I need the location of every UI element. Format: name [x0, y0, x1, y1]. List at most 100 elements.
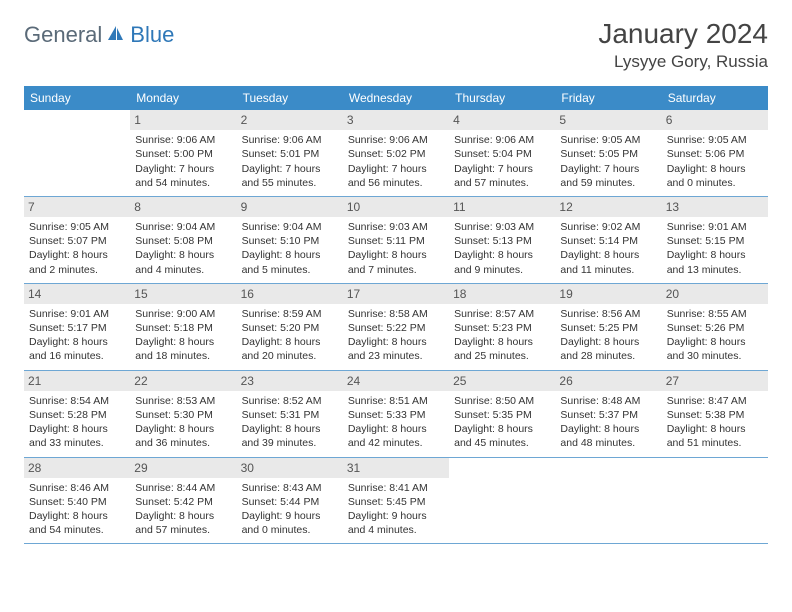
col-saturday: Saturday: [662, 86, 768, 110]
calendar-cell: 28Sunrise: 8:46 AMSunset: 5:40 PMDayligh…: [24, 457, 130, 544]
daylight-line: Daylight: 8 hours: [667, 422, 763, 436]
daylight-line: Daylight: 8 hours: [667, 162, 763, 176]
sunrise-line: Sunrise: 9:00 AM: [135, 307, 231, 321]
calendar-cell: [449, 457, 555, 544]
calendar-cell: 19Sunrise: 8:56 AMSunset: 5:25 PMDayligh…: [555, 283, 661, 370]
calendar-cell: 15Sunrise: 9:00 AMSunset: 5:18 PMDayligh…: [130, 283, 236, 370]
day-number: 29: [130, 458, 236, 478]
day-number: 5: [555, 110, 661, 130]
calendar-week: 14Sunrise: 9:01 AMSunset: 5:17 PMDayligh…: [24, 283, 768, 370]
calendar-cell: 5Sunrise: 9:05 AMSunset: 5:05 PMDaylight…: [555, 110, 661, 196]
sunrise-line: Sunrise: 8:41 AM: [348, 481, 444, 495]
sunset-line: Sunset: 5:13 PM: [454, 234, 550, 248]
daylight-line: and 28 minutes.: [560, 349, 656, 363]
calendar-cell: [662, 457, 768, 544]
day-number: 9: [237, 197, 343, 217]
daylight-line: and 57 minutes.: [135, 523, 231, 537]
day-number: 3: [343, 110, 449, 130]
daylight-line: and 59 minutes.: [560, 176, 656, 190]
sunset-line: Sunset: 5:10 PM: [242, 234, 338, 248]
calendar-cell: 21Sunrise: 8:54 AMSunset: 5:28 PMDayligh…: [24, 370, 130, 457]
daylight-line: Daylight: 8 hours: [135, 248, 231, 262]
sunset-line: Sunset: 5:30 PM: [135, 408, 231, 422]
brand-logo: General Blue: [24, 22, 174, 48]
daylight-line: and 54 minutes.: [29, 523, 125, 537]
brand-text-general: General: [24, 22, 102, 48]
day-number: 15: [130, 284, 236, 304]
daylight-line: and 0 minutes.: [667, 176, 763, 190]
day-number: 19: [555, 284, 661, 304]
calendar-cell: 9Sunrise: 9:04 AMSunset: 5:10 PMDaylight…: [237, 196, 343, 283]
calendar-cell: 30Sunrise: 8:43 AMSunset: 5:44 PMDayligh…: [237, 457, 343, 544]
col-monday: Monday: [130, 86, 236, 110]
calendar-cell: 16Sunrise: 8:59 AMSunset: 5:20 PMDayligh…: [237, 283, 343, 370]
daylight-line: Daylight: 8 hours: [348, 335, 444, 349]
daylight-line: and 33 minutes.: [29, 436, 125, 450]
daylight-line: and 42 minutes.: [348, 436, 444, 450]
daylight-line: Daylight: 8 hours: [560, 335, 656, 349]
sunrise-line: Sunrise: 8:58 AM: [348, 307, 444, 321]
calendar-cell: 8Sunrise: 9:04 AMSunset: 5:08 PMDaylight…: [130, 196, 236, 283]
sunset-line: Sunset: 5:02 PM: [348, 147, 444, 161]
sunrise-line: Sunrise: 9:06 AM: [242, 133, 338, 147]
day-number: 6: [662, 110, 768, 130]
sunrise-line: Sunrise: 9:03 AM: [454, 220, 550, 234]
calendar-cell: 13Sunrise: 9:01 AMSunset: 5:15 PMDayligh…: [662, 196, 768, 283]
calendar-cell: 31Sunrise: 8:41 AMSunset: 5:45 PMDayligh…: [343, 457, 449, 544]
sunrise-line: Sunrise: 8:57 AM: [454, 307, 550, 321]
day-number: 12: [555, 197, 661, 217]
day-number: 26: [555, 371, 661, 391]
calendar-table: Sunday Monday Tuesday Wednesday Thursday…: [24, 86, 768, 544]
sunset-line: Sunset: 5:00 PM: [135, 147, 231, 161]
daylight-line: and 2 minutes.: [29, 263, 125, 277]
daylight-line: and 48 minutes.: [560, 436, 656, 450]
day-number: 27: [662, 371, 768, 391]
sunrise-line: Sunrise: 8:43 AM: [242, 481, 338, 495]
daylight-line: Daylight: 8 hours: [135, 509, 231, 523]
calendar-week: 7Sunrise: 9:05 AMSunset: 5:07 PMDaylight…: [24, 196, 768, 283]
sunrise-line: Sunrise: 8:51 AM: [348, 394, 444, 408]
daylight-line: and 51 minutes.: [667, 436, 763, 450]
sunrise-line: Sunrise: 9:06 AM: [135, 133, 231, 147]
daylight-line: Daylight: 7 hours: [454, 162, 550, 176]
daylight-line: and 36 minutes.: [135, 436, 231, 450]
calendar-head: Sunday Monday Tuesday Wednesday Thursday…: [24, 86, 768, 110]
sunrise-line: Sunrise: 8:59 AM: [242, 307, 338, 321]
sunrise-line: Sunrise: 9:06 AM: [348, 133, 444, 147]
sunrise-line: Sunrise: 8:48 AM: [560, 394, 656, 408]
daylight-line: and 5 minutes.: [242, 263, 338, 277]
daylight-line: Daylight: 8 hours: [242, 248, 338, 262]
daylight-line: and 4 minutes.: [135, 263, 231, 277]
sunset-line: Sunset: 5:38 PM: [667, 408, 763, 422]
daylight-line: Daylight: 8 hours: [29, 248, 125, 262]
daylight-line: and 56 minutes.: [348, 176, 444, 190]
daylight-line: and 9 minutes.: [454, 263, 550, 277]
sunset-line: Sunset: 5:37 PM: [560, 408, 656, 422]
sunrise-line: Sunrise: 8:56 AM: [560, 307, 656, 321]
daylight-line: Daylight: 8 hours: [560, 248, 656, 262]
daylight-line: Daylight: 8 hours: [242, 335, 338, 349]
day-number: 30: [237, 458, 343, 478]
calendar-cell: 11Sunrise: 9:03 AMSunset: 5:13 PMDayligh…: [449, 196, 555, 283]
daylight-line: Daylight: 7 hours: [242, 162, 338, 176]
calendar-cell: 12Sunrise: 9:02 AMSunset: 5:14 PMDayligh…: [555, 196, 661, 283]
calendar-cell: 22Sunrise: 8:53 AMSunset: 5:30 PMDayligh…: [130, 370, 236, 457]
day-number: 25: [449, 371, 555, 391]
daylight-line: Daylight: 8 hours: [667, 335, 763, 349]
daylight-line: and 7 minutes.: [348, 263, 444, 277]
day-number: 28: [24, 458, 130, 478]
location: Lysyye Gory, Russia: [598, 52, 768, 72]
calendar-body: 1Sunrise: 9:06 AMSunset: 5:00 PMDaylight…: [24, 110, 768, 544]
daylight-line: Daylight: 8 hours: [135, 335, 231, 349]
sunset-line: Sunset: 5:08 PM: [135, 234, 231, 248]
day-number: 8: [130, 197, 236, 217]
daylight-line: and 4 minutes.: [348, 523, 444, 537]
daylight-line: Daylight: 8 hours: [29, 509, 125, 523]
daylight-line: and 45 minutes.: [454, 436, 550, 450]
daylight-line: Daylight: 8 hours: [348, 422, 444, 436]
day-number: 14: [24, 284, 130, 304]
sunset-line: Sunset: 5:22 PM: [348, 321, 444, 335]
sunset-line: Sunset: 5:17 PM: [29, 321, 125, 335]
daylight-line: and 54 minutes.: [135, 176, 231, 190]
daylight-line: Daylight: 9 hours: [348, 509, 444, 523]
